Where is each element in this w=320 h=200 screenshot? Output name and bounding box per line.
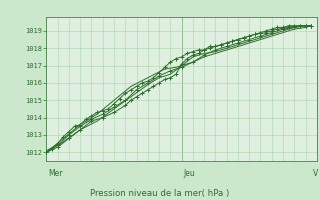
Text: V: V <box>313 169 318 178</box>
Text: Jeu: Jeu <box>183 169 195 178</box>
Text: Pression niveau de la mer( hPa ): Pression niveau de la mer( hPa ) <box>90 189 230 198</box>
Text: Mer: Mer <box>48 169 62 178</box>
